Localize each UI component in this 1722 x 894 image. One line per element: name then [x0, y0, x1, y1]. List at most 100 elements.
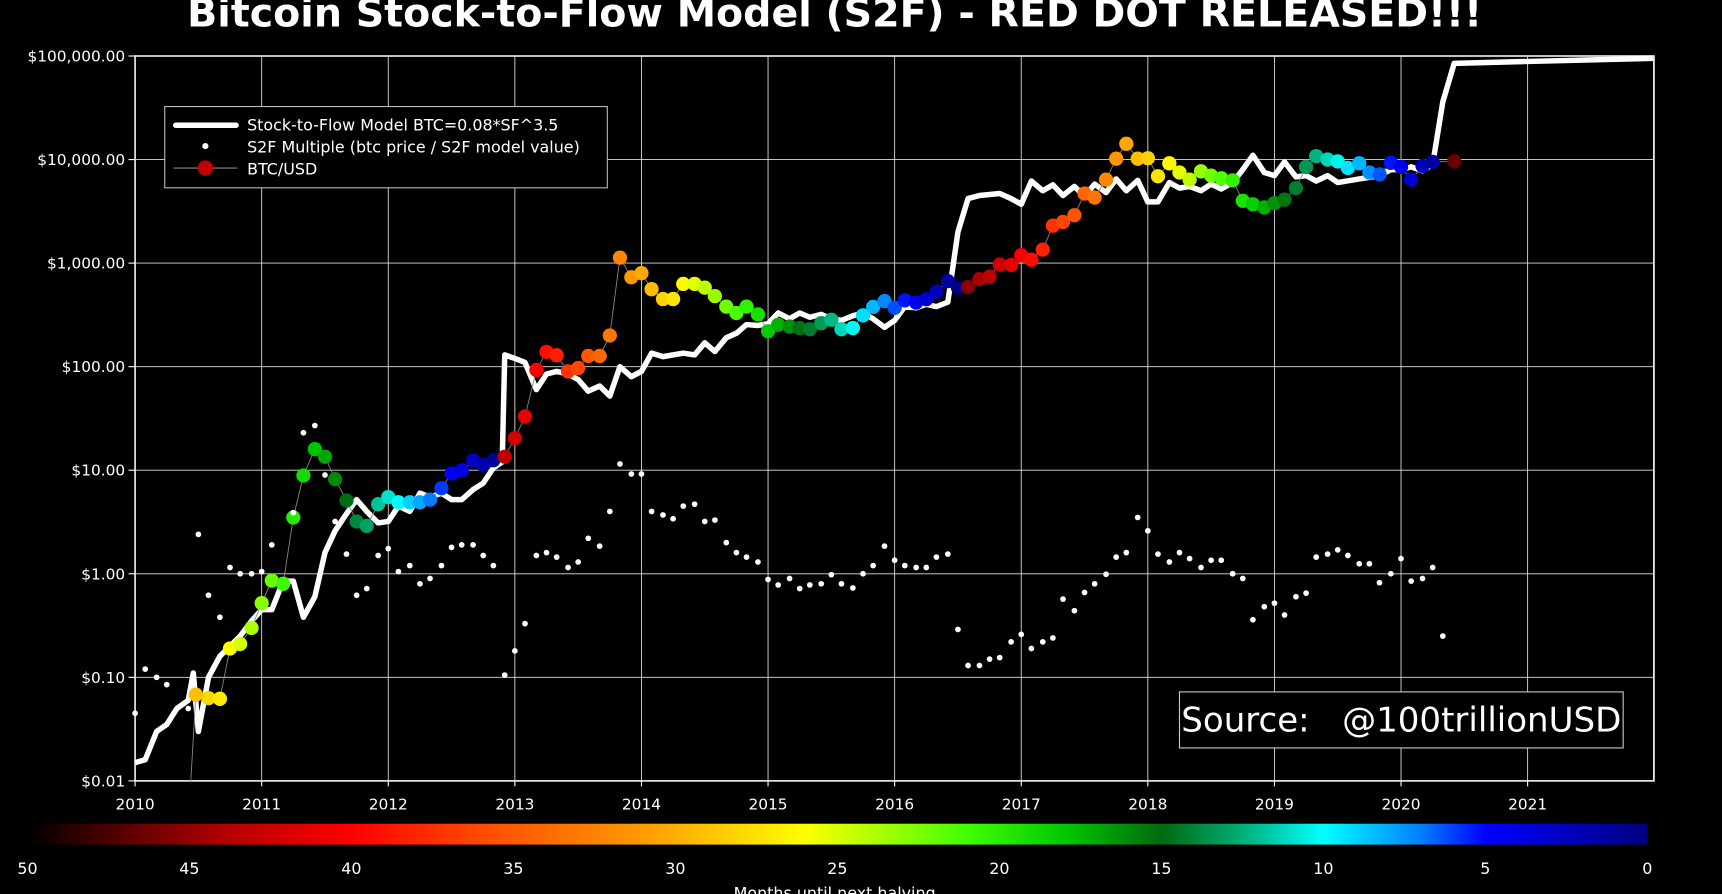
btc-price-point [940, 273, 955, 289]
btc-price-point [1404, 172, 1419, 187]
s2f-multiple-point [1155, 551, 1161, 557]
btc-price-point [771, 317, 786, 332]
s2f-multiple-point [353, 592, 360, 599]
s2f-multiple-point [1166, 559, 1173, 565]
s2f-multiple-point [1356, 560, 1363, 567]
s2f-multiple-point [438, 562, 445, 569]
s2f-multiple-point [522, 620, 528, 627]
btc-price-point [887, 300, 902, 315]
x-tick-label: 2020 [1381, 795, 1420, 813]
x-axis: 2010 2011 2012 2013 2014 2015 2016 2017 2018 2019… [116, 780, 1547, 813]
s2f-multiple-point [480, 552, 487, 559]
btc-price-point [422, 492, 438, 507]
s2f-multiple-point [343, 551, 350, 557]
s2f-multiple-point [406, 562, 413, 569]
s2f-multiple-point [1344, 552, 1351, 559]
btc-price-point [602, 328, 617, 343]
s2f-multiple-point [723, 539, 730, 546]
btc-price-point [391, 495, 406, 510]
btc-price-point [834, 322, 849, 337]
s2f-multiple-point [1208, 557, 1214, 564]
btc-price-point [1024, 252, 1039, 267]
s2f-multiple-point [512, 648, 518, 654]
chart-title: Bitcoin Stock-to-Flow Model (S2F) - RED … [187, 0, 1482, 36]
btc-price-point [1067, 208, 1082, 223]
s2f-multiple-point [828, 571, 835, 578]
btc-price-point [644, 282, 659, 297]
s2f-multiple-point [1271, 600, 1278, 607]
s2f-multiple-point [796, 585, 803, 592]
legend-multiple-swatch [202, 142, 209, 150]
btc-price-point [1035, 242, 1050, 257]
btc-price-point [897, 293, 912, 308]
s2f-multiple-point [870, 562, 876, 569]
s2f-multiple-point [818, 580, 825, 587]
s2f-multiple-point [955, 626, 961, 633]
s2f-multiple-point [205, 592, 212, 599]
btc-price-point [296, 468, 311, 483]
s2f-multiple-point [470, 542, 476, 548]
s2f-multiple-point [332, 518, 338, 525]
source-text: Source: @100trillionUSD [1181, 700, 1621, 740]
s2f-multiple-point [944, 551, 951, 557]
s2f-multiple-point [1388, 570, 1394, 577]
y-tick-label: $10,000.00 [37, 151, 125, 169]
s2f-multiple-point [533, 552, 540, 559]
btc-price-point [877, 293, 892, 309]
s2f-multiple-point [660, 512, 666, 518]
s2f-multiple-point [153, 674, 160, 681]
colorbar-ticks: 50 45 40 35 30 25 20 15 10 5 0 [17, 859, 1652, 878]
s2f-multiple-point [891, 557, 898, 564]
colorbar-tick-label: 0 [1642, 859, 1652, 878]
y-tick-label: $0.01 [81, 772, 125, 790]
s2f-multiple-point [1303, 590, 1309, 597]
btc-price-point [529, 362, 544, 378]
legend: Stock-to-Flow Model BTC=0.08*SF^3.5 S2F … [164, 105, 608, 189]
s2f-multiple-point [132, 710, 138, 717]
s2f-multiple-point [755, 559, 761, 565]
btc-price-point [1340, 160, 1355, 176]
legend-entry-model: Stock-to-Flow Model BTC=0.08*SF^3.5 [247, 116, 558, 135]
s2f-multiple-point [1293, 593, 1299, 600]
legend-entry-btc: BTC/USD [247, 160, 317, 179]
s2f-multiple-point [1313, 554, 1320, 560]
s2f-multiple-point [1281, 612, 1288, 618]
btc-price-point [750, 307, 766, 322]
s2f-multiple-point [913, 564, 920, 571]
btc-price-point [919, 292, 934, 307]
btc-price-point [1214, 171, 1229, 186]
s2f-multiple-point [786, 575, 793, 582]
btc-price-point [402, 495, 417, 510]
s2f-multiple-point [1028, 645, 1035, 652]
s2f-multiple-point [1113, 554, 1120, 560]
colorbar-tick-label: 10 [1313, 859, 1333, 878]
btc-price-point [1055, 214, 1071, 230]
btc-price-point [549, 348, 564, 363]
btc-price-point [707, 288, 723, 304]
btc-price-point [1352, 156, 1367, 171]
btc-price-point [760, 324, 776, 339]
s2f-multiple-point [1398, 555, 1404, 562]
btc-price-point [327, 472, 343, 487]
s2f-multiple-point [1134, 514, 1141, 521]
btc-price-point [865, 299, 881, 315]
colorbar [27, 823, 1648, 845]
s2f-multiple-point [1123, 549, 1130, 556]
s2f-multiple-point [565, 564, 571, 571]
btc-price-point [665, 291, 681, 307]
btc-price-point [517, 409, 533, 424]
x-tick-label: 2012 [369, 795, 408, 813]
btc-price-point [855, 308, 871, 323]
s2f-multiple-point [395, 568, 402, 575]
s2f-multiple-point [775, 582, 782, 588]
btc-price-point [201, 690, 216, 706]
s2f-multiple-point [258, 568, 265, 575]
btc-price-point [612, 250, 628, 265]
x-tick-label: 2019 [1255, 795, 1294, 813]
colorbar-tick-label: 25 [827, 859, 847, 878]
btc-price-point [1162, 156, 1177, 171]
x-tick-label: 2017 [1002, 795, 1041, 813]
s2f-multiple-point [363, 585, 370, 592]
btc-price-point [1182, 172, 1197, 187]
